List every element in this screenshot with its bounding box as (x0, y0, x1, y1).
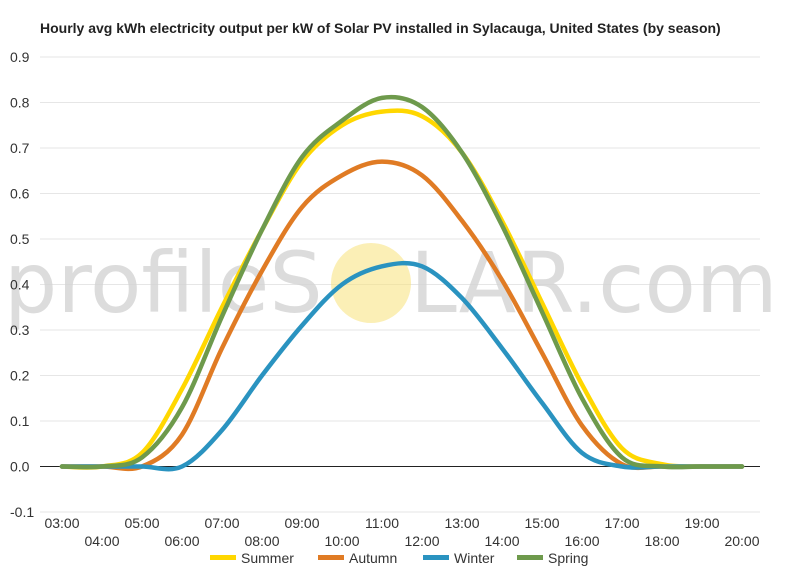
x-tick-label: 10:00 (324, 533, 359, 549)
y-tick-label: -0.1 (10, 504, 34, 520)
x-tick-label: 19:00 (684, 515, 719, 531)
y-tick-label: 0.7 (10, 140, 30, 156)
x-tick-label: 14:00 (484, 533, 519, 549)
x-tick-label: 11:00 (365, 515, 399, 531)
x-tick-label: 09:00 (284, 515, 319, 531)
legend-item-winter: Winter (423, 550, 495, 566)
y-tick-label: 0.6 (10, 186, 30, 202)
chart-title: Hourly avg kWh electricity output per kW… (40, 20, 721, 36)
legend-item-spring: Spring (517, 550, 588, 566)
x-tick-label: 13:00 (444, 515, 479, 531)
watermark: profileS LAR.com (4, 234, 778, 332)
x-tick-label: 06:00 (164, 533, 199, 549)
legend-item-summer: Summer (210, 550, 294, 566)
legend-swatch (517, 555, 543, 560)
watermark-text-right: LAR.com (410, 234, 778, 332)
x-tick-label: 03:00 (44, 515, 79, 531)
legend-swatch (423, 555, 449, 560)
x-tick-label: 12:00 (404, 533, 439, 549)
legend-swatch (318, 555, 344, 560)
x-tick-label: 18:00 (644, 533, 679, 549)
series-lines (59, 94, 745, 472)
x-tick-label: 17:00 (604, 515, 639, 531)
legend: Summer Autumn Winter Spring (210, 550, 588, 566)
series-line-winter (59, 260, 745, 472)
y-tick-label: 0.9 (10, 49, 30, 65)
legend-label: Autumn (349, 550, 397, 566)
legend-label: Spring (548, 550, 588, 566)
y-tick-label: 0.2 (10, 368, 30, 384)
x-axis-ticks: 03:00 04:00 05:00 06:00 07:00 08:00 09:00 10:00… (44, 515, 759, 549)
series-line-summer (59, 108, 745, 470)
y-tick-label: 0.8 (10, 95, 30, 111)
y-tick-label: 0.5 (10, 231, 30, 247)
x-tick-label: 07:00 (204, 515, 239, 531)
legend-item-autumn: Autumn (318, 550, 397, 566)
y-tick-label: 0.0 (10, 459, 30, 475)
legend-swatch (210, 555, 236, 560)
legend-label: Winter (454, 550, 495, 566)
y-axis-ticks: 0.9 0.8 0.7 0.6 0.5 0.4 0.3 0.2 0.1 0.0 -0.1 (10, 49, 34, 520)
x-tick-label: 08:00 (244, 533, 279, 549)
series-line-autumn (59, 159, 745, 472)
x-tick-label: 16:00 (564, 533, 599, 549)
legend-label: Summer (241, 550, 294, 566)
watermark-text-left: profileS (4, 234, 323, 332)
y-tick-label: 0.1 (10, 413, 30, 429)
x-tick-label: 15:00 (524, 515, 559, 531)
x-tick-label: 20:00 (724, 533, 759, 549)
x-tick-label: 05:00 (124, 515, 159, 531)
y-tick-label: 0.4 (10, 277, 30, 293)
y-tick-label: 0.3 (10, 322, 30, 338)
x-tick-label: 04:00 (84, 533, 119, 549)
series-line-spring (59, 94, 745, 470)
